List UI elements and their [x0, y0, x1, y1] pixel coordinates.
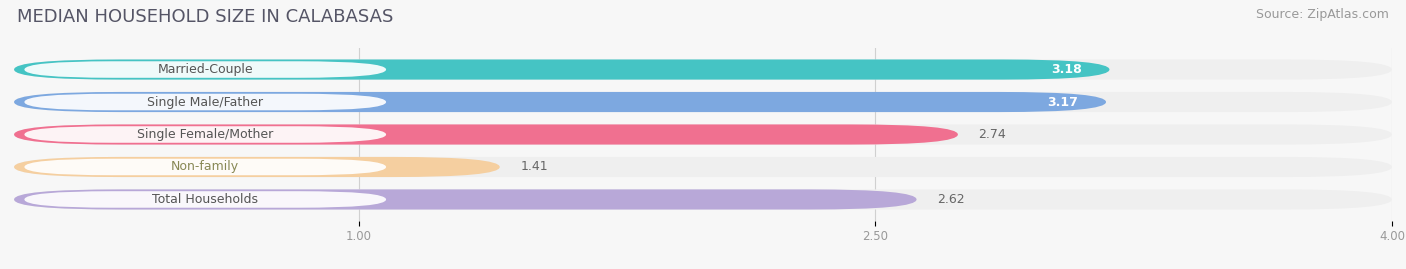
Text: MEDIAN HOUSEHOLD SIZE IN CALABASAS: MEDIAN HOUSEHOLD SIZE IN CALABASAS [17, 8, 394, 26]
FancyBboxPatch shape [24, 159, 387, 175]
Text: 2.74: 2.74 [979, 128, 1007, 141]
FancyBboxPatch shape [14, 59, 1109, 80]
FancyBboxPatch shape [24, 126, 387, 143]
Text: Single Female/Mother: Single Female/Mother [138, 128, 273, 141]
FancyBboxPatch shape [24, 61, 387, 78]
Text: Married-Couple: Married-Couple [157, 63, 253, 76]
FancyBboxPatch shape [14, 125, 1392, 144]
Text: Source: ZipAtlas.com: Source: ZipAtlas.com [1256, 8, 1389, 21]
FancyBboxPatch shape [14, 189, 917, 210]
FancyBboxPatch shape [24, 94, 387, 110]
Text: 3.17: 3.17 [1047, 95, 1078, 108]
FancyBboxPatch shape [14, 125, 957, 144]
FancyBboxPatch shape [14, 157, 499, 177]
Text: Total Households: Total Households [152, 193, 259, 206]
FancyBboxPatch shape [14, 92, 1107, 112]
FancyBboxPatch shape [14, 92, 1392, 112]
FancyBboxPatch shape [24, 191, 387, 208]
Text: 3.18: 3.18 [1052, 63, 1083, 76]
Text: Non-family: Non-family [172, 161, 239, 174]
Text: 2.62: 2.62 [938, 193, 965, 206]
Text: 1.41: 1.41 [520, 161, 548, 174]
FancyBboxPatch shape [14, 59, 1392, 80]
FancyBboxPatch shape [14, 189, 1392, 210]
Text: Single Male/Father: Single Male/Father [148, 95, 263, 108]
FancyBboxPatch shape [14, 157, 1392, 177]
